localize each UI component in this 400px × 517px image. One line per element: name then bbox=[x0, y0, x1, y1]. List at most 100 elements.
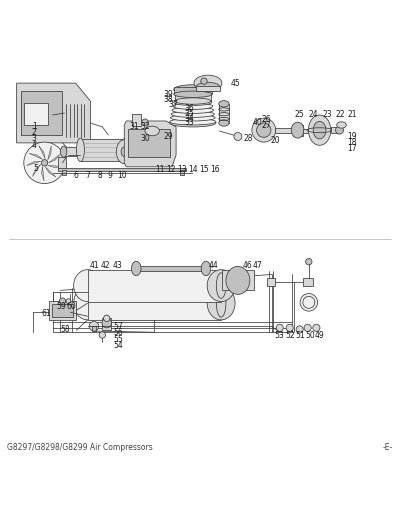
Ellipse shape bbox=[170, 115, 215, 121]
Text: 15: 15 bbox=[199, 165, 209, 174]
Circle shape bbox=[142, 119, 148, 125]
Text: 50: 50 bbox=[305, 330, 315, 340]
Ellipse shape bbox=[173, 103, 213, 110]
Text: 52: 52 bbox=[285, 330, 295, 340]
Text: 36: 36 bbox=[184, 104, 194, 113]
Ellipse shape bbox=[226, 266, 250, 294]
Circle shape bbox=[306, 258, 312, 265]
Bar bbox=[64, 147, 78, 156]
Ellipse shape bbox=[82, 145, 90, 158]
Bar bbox=[88, 286, 221, 320]
Ellipse shape bbox=[291, 122, 304, 138]
Circle shape bbox=[24, 142, 65, 184]
Ellipse shape bbox=[132, 261, 141, 276]
Text: 10: 10 bbox=[118, 171, 127, 180]
Text: -E-: -E- bbox=[383, 444, 393, 452]
Circle shape bbox=[286, 324, 293, 331]
Ellipse shape bbox=[196, 82, 220, 92]
Text: 56: 56 bbox=[114, 328, 124, 337]
Text: 23: 23 bbox=[323, 110, 332, 119]
Polygon shape bbox=[29, 154, 42, 159]
Text: 20: 20 bbox=[271, 135, 280, 145]
Bar bbox=[267, 279, 275, 286]
Ellipse shape bbox=[337, 122, 346, 128]
Text: 2: 2 bbox=[32, 128, 36, 137]
Text: 39: 39 bbox=[163, 90, 173, 99]
Text: 16: 16 bbox=[210, 165, 220, 174]
Ellipse shape bbox=[174, 85, 212, 94]
Ellipse shape bbox=[172, 107, 214, 113]
Text: 22: 22 bbox=[336, 110, 345, 119]
Text: 38: 38 bbox=[163, 95, 173, 104]
Polygon shape bbox=[26, 161, 41, 165]
Text: 58: 58 bbox=[60, 325, 70, 334]
Polygon shape bbox=[48, 165, 62, 168]
Bar bbox=[102, 318, 111, 330]
Polygon shape bbox=[17, 83, 90, 143]
Text: 41: 41 bbox=[90, 261, 99, 270]
Bar bbox=[80, 139, 126, 161]
Bar bbox=[174, 87, 212, 94]
Text: 18: 18 bbox=[348, 139, 357, 147]
Ellipse shape bbox=[145, 126, 159, 136]
Text: 9: 9 bbox=[108, 171, 112, 180]
Text: 44: 44 bbox=[209, 261, 219, 270]
Bar bbox=[128, 129, 170, 157]
Text: 60: 60 bbox=[67, 302, 76, 311]
Text: 46: 46 bbox=[242, 261, 252, 270]
Bar bbox=[177, 94, 209, 123]
Ellipse shape bbox=[175, 89, 211, 96]
Bar bbox=[24, 103, 48, 125]
Ellipse shape bbox=[207, 286, 235, 320]
Bar bbox=[136, 266, 206, 271]
Polygon shape bbox=[39, 146, 45, 159]
Ellipse shape bbox=[219, 120, 229, 126]
Ellipse shape bbox=[74, 270, 102, 301]
Bar bbox=[92, 326, 96, 331]
Circle shape bbox=[336, 126, 344, 134]
Ellipse shape bbox=[170, 118, 216, 125]
Ellipse shape bbox=[116, 140, 132, 164]
Circle shape bbox=[304, 324, 311, 331]
Circle shape bbox=[276, 324, 283, 331]
Circle shape bbox=[104, 315, 110, 322]
Text: 25: 25 bbox=[294, 110, 304, 119]
Text: 30: 30 bbox=[140, 134, 150, 143]
Text: 11: 11 bbox=[155, 165, 165, 174]
Text: 29: 29 bbox=[163, 132, 173, 141]
Bar bbox=[52, 304, 73, 317]
Ellipse shape bbox=[76, 138, 84, 162]
Text: 24: 24 bbox=[308, 110, 318, 119]
Circle shape bbox=[99, 332, 106, 338]
Circle shape bbox=[234, 132, 242, 141]
Text: 27: 27 bbox=[262, 121, 272, 130]
Circle shape bbox=[66, 299, 71, 303]
Text: 26: 26 bbox=[262, 115, 272, 124]
Circle shape bbox=[313, 324, 320, 331]
Text: 12: 12 bbox=[166, 165, 175, 174]
Ellipse shape bbox=[194, 75, 222, 91]
Ellipse shape bbox=[174, 99, 212, 105]
Bar bbox=[303, 129, 317, 133]
Circle shape bbox=[41, 160, 48, 166]
Text: 8: 8 bbox=[97, 171, 102, 180]
Text: 28: 28 bbox=[243, 134, 252, 143]
Ellipse shape bbox=[175, 98, 211, 104]
Text: 5: 5 bbox=[33, 164, 38, 173]
Ellipse shape bbox=[74, 286, 102, 320]
Polygon shape bbox=[48, 154, 60, 163]
Ellipse shape bbox=[219, 101, 229, 107]
Text: 4: 4 bbox=[32, 141, 36, 150]
Text: 1: 1 bbox=[32, 121, 36, 131]
Circle shape bbox=[89, 322, 99, 331]
Polygon shape bbox=[45, 167, 56, 177]
Bar bbox=[222, 270, 254, 291]
Ellipse shape bbox=[170, 119, 216, 127]
Text: 35: 35 bbox=[184, 109, 194, 118]
Ellipse shape bbox=[60, 146, 67, 157]
Ellipse shape bbox=[174, 91, 212, 98]
Text: 55: 55 bbox=[114, 334, 124, 343]
Text: 49: 49 bbox=[315, 330, 324, 340]
Text: 47: 47 bbox=[252, 261, 262, 270]
Bar bbox=[180, 170, 184, 175]
